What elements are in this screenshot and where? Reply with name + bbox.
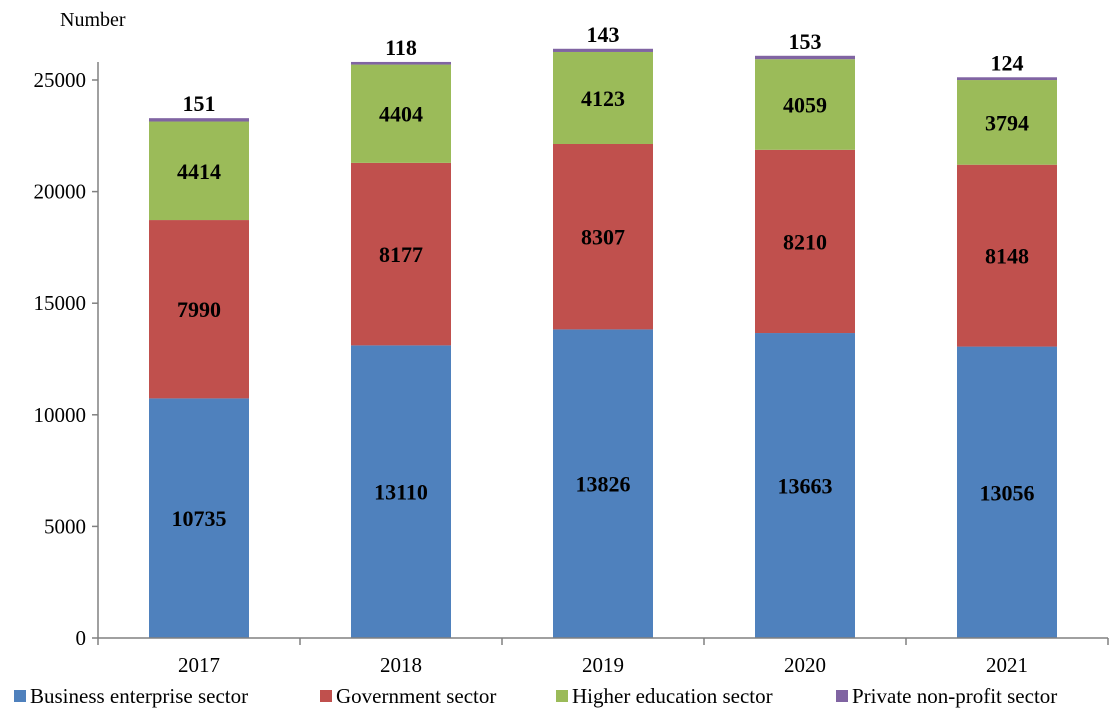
bar-segment: [149, 121, 249, 221]
data-label: 4404: [379, 102, 423, 127]
legend-swatch: [320, 690, 332, 702]
bar-segment: [755, 55, 855, 60]
data-label: 153: [789, 29, 822, 54]
data-label: 7990: [177, 297, 221, 322]
bar-segment: [351, 61, 451, 65]
data-label: 8307: [581, 225, 625, 250]
bar-segment: [553, 143, 653, 330]
y-tick-label: 15000: [34, 291, 87, 315]
data-label: 8148: [985, 244, 1029, 269]
x-tick-label: 2018: [380, 653, 422, 677]
x-tick-label: 2021: [986, 653, 1028, 677]
bar-segment: [149, 398, 249, 638]
legend: Business enterprise sector Government sec…: [14, 684, 1057, 708]
legend-label: Higher education sector: [572, 684, 773, 708]
bar-segment: [755, 149, 855, 334]
x-tick-label: 2020: [784, 653, 826, 677]
data-label: 4414: [177, 159, 221, 184]
bar-segment: [553, 329, 653, 638]
bar-segment: [755, 59, 855, 150]
bar-segment: [957, 346, 1057, 638]
x-tick-label: 2017: [178, 653, 220, 677]
legend-swatch: [14, 690, 26, 702]
y-axis-unit-label: Number: [60, 9, 126, 31]
data-label: 10735: [172, 506, 227, 531]
x-tick-label: 2019: [582, 653, 624, 677]
data-label: 151: [183, 91, 216, 116]
bar-segment: [553, 51, 653, 144]
bar-segment: [553, 48, 653, 52]
bar-segment: [351, 64, 451, 163]
bar-segment: [957, 77, 1057, 81]
legend-label: Government sector: [336, 684, 496, 708]
bar-segment: [149, 118, 249, 122]
bar-segment: [755, 333, 855, 638]
legend-label: Business enterprise sector: [30, 684, 248, 708]
data-label: 3794: [985, 110, 1029, 135]
legend-label: Private non-profit sector: [852, 684, 1057, 708]
y-tick-label: 20000: [34, 180, 87, 204]
bar-segment: [351, 345, 451, 638]
bars-group: 10735 7990 4414 151 13110 8177 4404 118 13826 830…: [149, 22, 1057, 638]
y-tick-label: 10000: [34, 403, 87, 427]
data-label: 124: [991, 50, 1024, 75]
y-tick-label: 5000: [44, 514, 86, 538]
data-label: 143: [587, 22, 620, 47]
data-label: 13826: [576, 472, 631, 497]
y-tick-label: 25000: [34, 68, 87, 92]
bar-segment: [149, 220, 249, 399]
legend-swatch: [556, 690, 568, 702]
data-label: 13663: [778, 474, 833, 499]
data-label: 8210: [783, 229, 827, 254]
bar-segment: [957, 80, 1057, 165]
bar-segment: [351, 162, 451, 346]
x-axis-ticks: 2017 2018 2019 2020 2021: [97, 638, 1109, 677]
data-label: 13056: [980, 480, 1035, 505]
data-label: 4123: [581, 86, 625, 111]
legend-swatch: [836, 690, 848, 702]
y-axis-ticks: 0 5000 10000 15000 20000 25000: [34, 68, 98, 650]
data-label: 13110: [374, 480, 428, 505]
bar-segment: [957, 164, 1057, 347]
data-label: 4059: [783, 92, 827, 117]
data-label: 8177: [379, 242, 423, 267]
y-tick-label: 0: [76, 626, 87, 650]
data-label: 118: [385, 35, 417, 60]
